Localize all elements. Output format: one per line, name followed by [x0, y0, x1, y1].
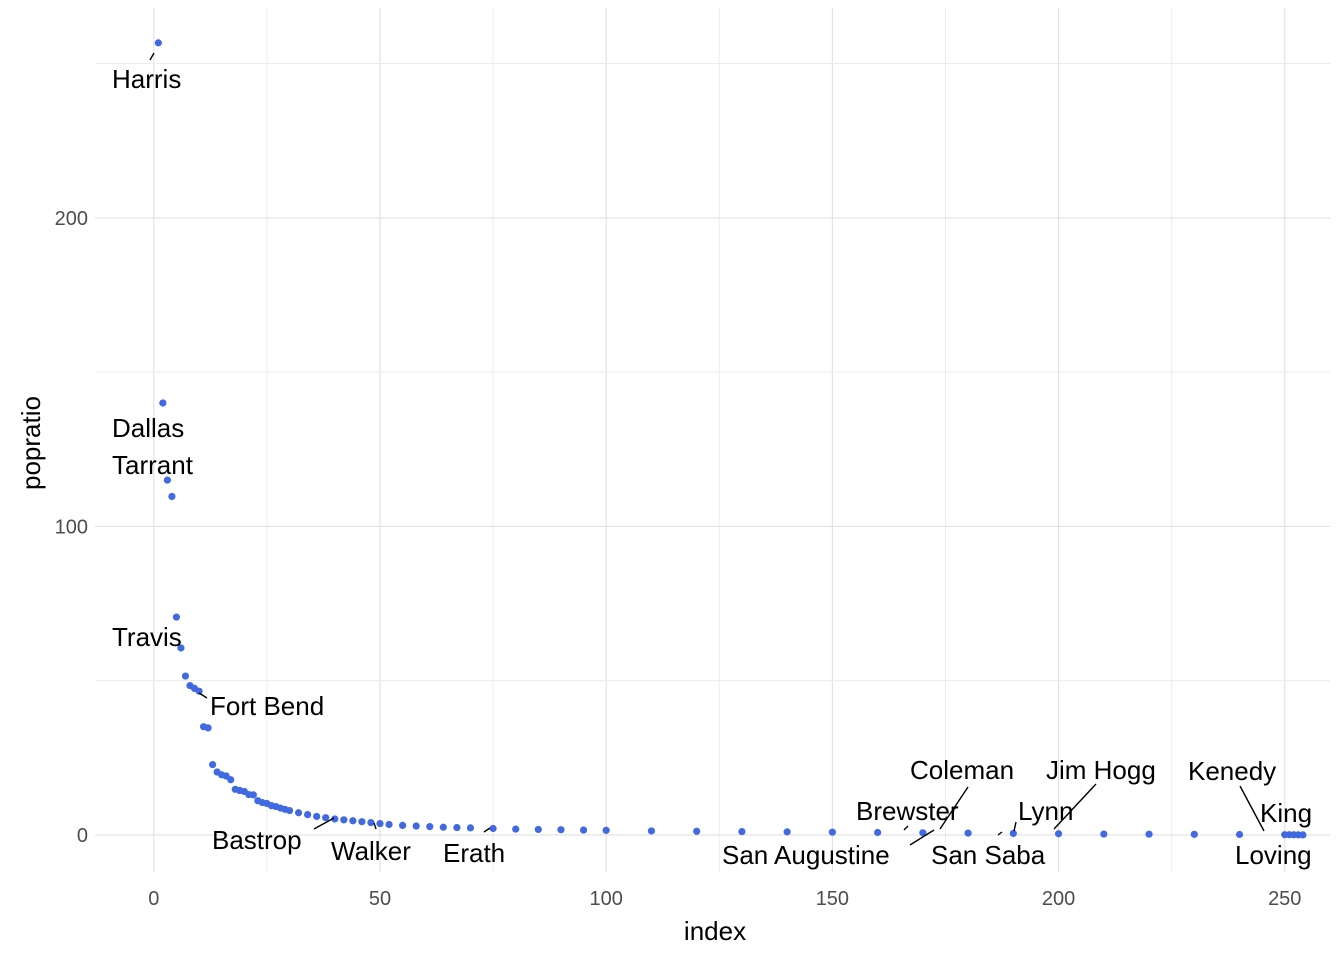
data-point	[154, 39, 162, 47]
data-point	[964, 829, 972, 837]
data-point	[426, 823, 434, 831]
data-point	[1190, 830, 1198, 838]
annotation-label-brewster: Brewster	[856, 796, 959, 826]
data-point	[249, 791, 257, 799]
data-point	[159, 399, 167, 407]
x-axis-ticks: 0 50 100 150 200 250	[148, 888, 1301, 910]
data-point	[181, 672, 190, 680]
y-axis-ticks: 0 100 200	[55, 208, 88, 847]
grid	[95, 8, 1330, 872]
data-point	[163, 476, 171, 484]
data-point	[453, 823, 461, 832]
data-point	[172, 613, 181, 621]
annotation-label-san-saba: San Saba	[931, 840, 1046, 870]
y-tick-label: 100	[55, 516, 88, 538]
data-point	[367, 819, 375, 827]
data-point	[439, 823, 447, 831]
data-point	[1100, 830, 1108, 838]
annotation-label-travis: Travis	[112, 622, 182, 652]
data-point	[349, 817, 357, 825]
annotation-label-bastrop: Bastrop	[212, 825, 302, 855]
data-point	[204, 724, 212, 732]
y-tick-label: 200	[55, 208, 88, 230]
data-point	[783, 828, 791, 836]
data-point	[534, 825, 542, 834]
data-point	[304, 811, 312, 819]
annotation-label-fort-bend: Fort Bend	[210, 691, 324, 721]
leader-line-bastrop	[313, 817, 335, 830]
data-point	[647, 827, 656, 835]
x-axis-title: index	[684, 916, 746, 946]
data-point	[1145, 830, 1153, 838]
data-point	[331, 815, 339, 823]
data-point	[579, 826, 588, 834]
x-tick-label: 100	[590, 888, 623, 910]
data-point	[1299, 831, 1307, 839]
x-tick-label: 50	[369, 888, 391, 910]
data-point	[828, 828, 836, 836]
data-point	[227, 776, 235, 784]
data-point	[209, 761, 217, 769]
data-point	[489, 824, 497, 833]
data-point	[412, 822, 420, 830]
y-axis-title: popratio	[16, 396, 46, 490]
data-point	[168, 492, 176, 501]
x-tick-label: 200	[1042, 888, 1075, 910]
data-point	[177, 644, 185, 652]
data-point	[385, 820, 393, 829]
leader-line-jim-hogg	[1053, 783, 1097, 830]
data-point	[512, 825, 520, 833]
data-point	[399, 821, 407, 830]
data-point	[1054, 830, 1063, 838]
x-tick-label: 250	[1268, 888, 1301, 910]
annotation-labels: Harris Dallas Tarrant Travis Fort Bend Bastro…	[112, 64, 1312, 870]
data-point	[557, 826, 565, 834]
annotation-leaders	[149, 52, 1265, 846]
annotation-label-coleman: Coleman	[910, 755, 1014, 785]
annotation-label-jim-hogg: Jim Hogg	[1046, 755, 1156, 785]
leader-line-san-augustine	[909, 829, 935, 846]
data-point	[322, 814, 330, 822]
x-tick-label: 0	[148, 888, 159, 910]
leader-line-san-saba	[997, 831, 1003, 836]
data-point	[195, 687, 203, 695]
data-point	[340, 816, 348, 824]
data-point	[358, 818, 366, 826]
annotation-label-loving: Loving	[1235, 840, 1312, 870]
annotation-label-king: King	[1260, 798, 1312, 828]
leader-line-kenedy	[1239, 785, 1265, 832]
data-point	[874, 828, 882, 837]
data-point	[294, 809, 303, 817]
data-point	[738, 827, 746, 836]
annotation-label-san-augustine: San Augustine	[722, 840, 890, 870]
data-point	[376, 819, 384, 828]
x-tick-label: 150	[816, 888, 849, 910]
data-point	[1235, 830, 1244, 839]
annotation-label-erath: Erath	[443, 838, 505, 868]
leader-line-brewster	[903, 825, 909, 831]
data-point	[602, 826, 610, 834]
y-tick-label: 0	[77, 825, 88, 847]
data-point	[693, 827, 701, 835]
leader-line-erath	[483, 827, 491, 833]
data-point	[466, 824, 475, 832]
data-point	[1009, 829, 1017, 838]
annotation-label-tarrant: Tarrant	[112, 450, 194, 480]
annotation-label-harris: Harris	[112, 64, 181, 94]
data-points	[154, 39, 1307, 839]
leader-line-coleman	[939, 786, 969, 830]
annotation-label-walker: Walker	[331, 836, 411, 866]
leader-line-fort-bend	[198, 692, 208, 699]
data-point	[285, 806, 294, 815]
annotation-label-kenedy: Kenedy	[1188, 756, 1276, 786]
annotation-label-lynn: Lynn	[1018, 796, 1073, 826]
leader-line-walker	[373, 822, 377, 830]
annotation-label-dallas: Dallas	[112, 413, 184, 443]
leader-line-harris	[149, 52, 155, 61]
data-point	[919, 829, 927, 837]
leader-line-lynn	[1013, 821, 1017, 832]
data-point	[313, 812, 321, 821]
